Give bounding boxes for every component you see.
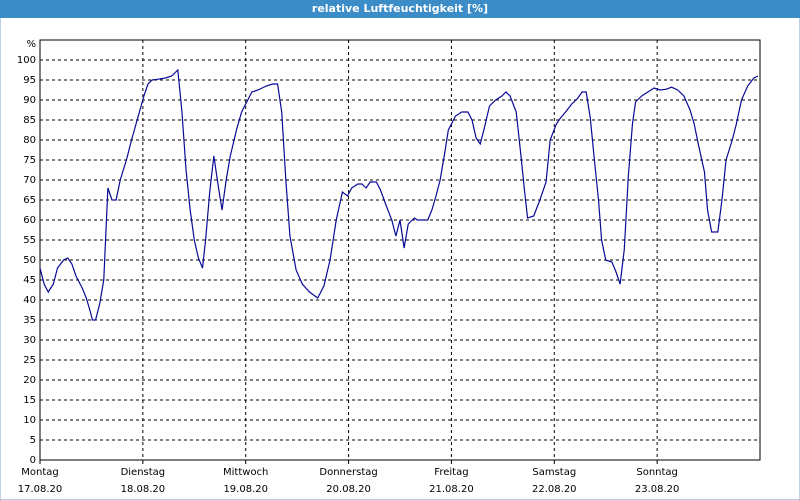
x-tick-date: 20.08.20 bbox=[326, 484, 371, 495]
y-tick-label: 90 bbox=[23, 95, 36, 106]
x-tick-date: 19.08.20 bbox=[223, 484, 268, 495]
y-tick-label: 95 bbox=[23, 75, 36, 86]
title-bar bbox=[0, 0, 800, 18]
x-tick-date: 23.08.20 bbox=[635, 484, 680, 495]
y-tick-label: 100 bbox=[17, 55, 36, 66]
y-tick-label: 75 bbox=[23, 155, 36, 166]
x-tick-label: Donnerstag bbox=[319, 467, 377, 478]
x-tick-date: 18.08.20 bbox=[121, 484, 166, 495]
x-tick-date: 17.08.20 bbox=[18, 484, 63, 495]
y-tick-label: 20 bbox=[23, 375, 36, 386]
y-tick-label: 85 bbox=[23, 115, 36, 126]
y-tick-label: 70 bbox=[23, 175, 36, 186]
x-tick-label: Montag bbox=[21, 467, 58, 478]
y-tick-label: 60 bbox=[23, 215, 36, 226]
y-tick-label: 30 bbox=[23, 335, 36, 346]
y-tick-label: 50 bbox=[23, 255, 36, 266]
y-tick-label: 55 bbox=[23, 235, 36, 246]
y-tick-label: 65 bbox=[23, 195, 36, 206]
y-tick-label: 40 bbox=[23, 295, 36, 306]
x-tick-label: Dienstag bbox=[121, 467, 166, 478]
y-tick-label: 10 bbox=[23, 415, 36, 426]
x-tick-label: Mittwoch bbox=[223, 467, 268, 478]
y-tick-label: 35 bbox=[23, 315, 36, 326]
y-tick-label: 15 bbox=[23, 395, 36, 406]
y-tick-label: 0 bbox=[30, 455, 36, 466]
chart-title: relative Luftfeuchtigkeit [%] bbox=[312, 2, 488, 15]
y-tick-label: 80 bbox=[23, 135, 36, 146]
x-tick-label: Freitag bbox=[434, 467, 468, 478]
y-tick-label: 45 bbox=[23, 275, 36, 286]
x-tick-date: 22.08.20 bbox=[532, 484, 577, 495]
plot-frame bbox=[39, 39, 761, 461]
x-tick-date: 21.08.20 bbox=[429, 484, 474, 495]
y-tick-label: 25 bbox=[23, 355, 36, 366]
x-tick-label: Samstag bbox=[532, 467, 576, 478]
y-axis-label: % bbox=[26, 39, 36, 50]
x-tick-label: Sonntag bbox=[636, 467, 678, 478]
y-tick-label: 5 bbox=[30, 435, 36, 446]
data-line bbox=[39, 68, 759, 321]
